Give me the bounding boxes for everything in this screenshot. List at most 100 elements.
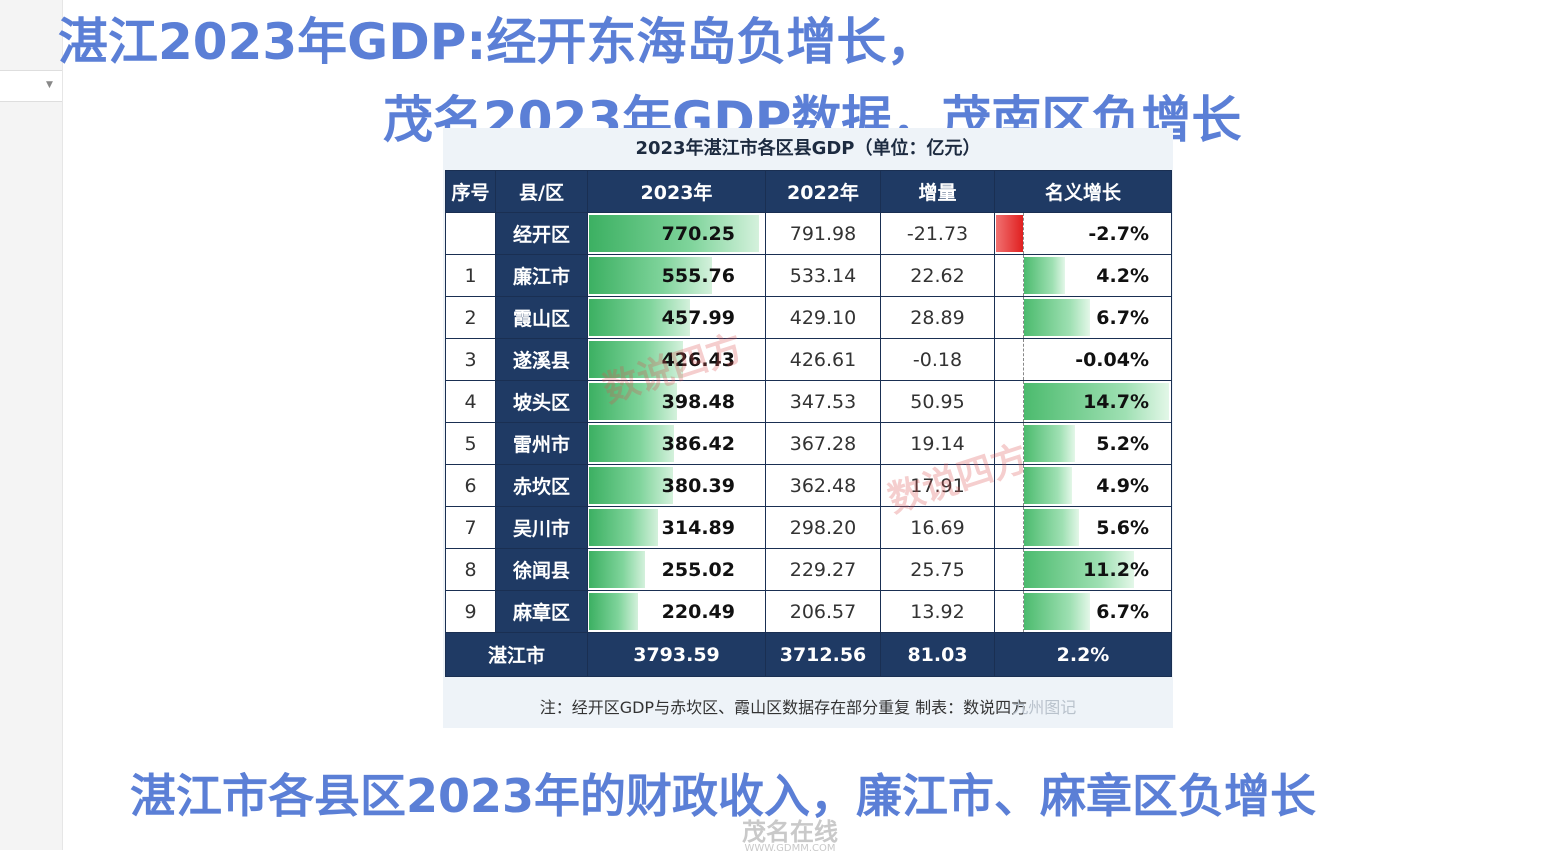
row-growth: -0.04% [995,339,1172,381]
site-logo: 茂名在线 WWW.GDMM.COM [690,812,890,848]
total-delta: 81.03 [881,633,995,677]
row-growth: 4.2% [995,255,1172,297]
gdp-2023-value: 457.99 [662,297,735,339]
row-gdp-2022: 206.57 [766,591,881,633]
row-growth: 11.2% [995,549,1172,591]
row-gdp-2022: 229.27 [766,549,881,591]
gdp-2023-value: 555.76 [662,255,735,297]
row-gdp-2023: 457.99 [588,297,766,339]
row-delta: 16.69 [881,507,995,549]
row-index: 5 [446,423,496,465]
table-title: 2023年湛江市各区县GDP（单位：亿元） [443,128,1173,170]
gdp-2023-value: 380.39 [662,465,735,507]
row-district: 廉江市 [496,255,588,297]
growth-value: 11.2% [1083,549,1149,591]
growth-value: 6.7% [1096,297,1149,339]
row-delta: 22.62 [881,255,995,297]
total-gdp-2022: 3712.56 [766,633,881,677]
row-gdp-2023: 386.42 [588,423,766,465]
row-index: 6 [446,465,496,507]
growth-axis [1023,213,1024,254]
row-delta: -21.73 [881,213,995,255]
growth-data-bar [1024,509,1079,546]
row-district: 霞山区 [496,297,588,339]
row-delta: 19.14 [881,423,995,465]
row-gdp-2022: 791.98 [766,213,881,255]
row-gdp-2022: 298.20 [766,507,881,549]
growth-value: 4.9% [1096,465,1149,507]
row-gdp-2023: 398.48 [588,381,766,423]
growth-axis [1023,339,1024,380]
growth-data-bar [1024,467,1072,504]
row-delta: 13.92 [881,591,995,633]
header-delta: 增量 [881,171,995,213]
growth-value: -2.7% [1088,213,1149,255]
row-gdp-2023: 380.39 [588,465,766,507]
growth-value: 4.2% [1096,255,1149,297]
gdp-data-bar [589,467,673,504]
row-growth: 5.6% [995,507,1172,549]
header-gdp-2022: 2022年 [766,171,881,213]
gdp-table-card: 2023年湛江市各区县GDP（单位：亿元） 序号 县/区 2023年 2022年… [443,128,1173,728]
row-index: 1 [446,255,496,297]
growth-data-bar [1024,593,1090,630]
growth-data-bar [996,215,1023,252]
row-gdp-2022: 347.53 [766,381,881,423]
growth-value: 5.6% [1096,507,1149,549]
row-growth: 6.7% [995,297,1172,339]
growth-value: 6.7% [1096,591,1149,633]
table-row: 经开区 770.25 791.98-21.73 -2.7% [446,213,1172,255]
row-index [446,213,496,255]
gdp-2023-value: 398.48 [662,381,735,423]
growth-value: 14.7% [1083,381,1149,423]
header-growth: 名义增长 [995,171,1172,213]
row-gdp-2022: 367.28 [766,423,881,465]
row-gdp-2023: 314.89 [588,507,766,549]
table-note: 注：经开区GDP与赤坎区、霞山区数据存在部分重复 制表：数说四方 九州图记 [443,688,1173,728]
row-growth: 5.2% [995,423,1172,465]
growth-data-bar [1024,299,1090,336]
row-growth: -2.7% [995,213,1172,255]
growth-value: 5.2% [1096,423,1149,465]
row-gdp-2022: 533.14 [766,255,881,297]
row-gdp-2023: 255.02 [588,549,766,591]
row-district: 雷州市 [496,423,588,465]
row-district: 遂溪县 [496,339,588,381]
row-district: 经开区 [496,213,588,255]
row-growth: 4.9% [995,465,1172,507]
site-logo-text: 茂名在线 [742,818,838,846]
growth-data-bar [1024,425,1075,462]
gdp-2023-value: 255.02 [662,549,735,591]
row-growth: 14.7% [995,381,1172,423]
chevron-down-icon[interactable]: ▼ [46,80,53,90]
left-sidebar-strip: ▼ [0,0,63,850]
total-district: 湛江市 [446,633,588,677]
gdp-2023-value: 386.42 [662,423,735,465]
row-gdp-2022: 362.48 [766,465,881,507]
row-index: 3 [446,339,496,381]
gdp-2023-value: 220.49 [662,591,735,633]
row-growth: 6.7% [995,591,1172,633]
row-index: 8 [446,549,496,591]
row-district: 麻章区 [496,591,588,633]
gdp-2023-value: 770.25 [662,213,735,255]
row-index: 2 [446,297,496,339]
table-header-row: 序号 县/区 2023年 2022年 增量 名义增长 [446,171,1172,213]
gdp-table: 序号 县/区 2023年 2022年 增量 名义增长 经开区 770.25 791.… [445,170,1172,677]
gdp-data-bar [589,551,645,588]
row-gdp-2023: 426.43 [588,339,766,381]
row-index: 9 [446,591,496,633]
row-district: 坡头区 [496,381,588,423]
row-district: 吴川市 [496,507,588,549]
row-district: 徐闻县 [496,549,588,591]
growth-value: -0.04% [1075,339,1149,381]
row-delta: 17.91 [881,465,995,507]
source-mark: 九州图记 [1012,698,1076,717]
row-index: 7 [446,507,496,549]
